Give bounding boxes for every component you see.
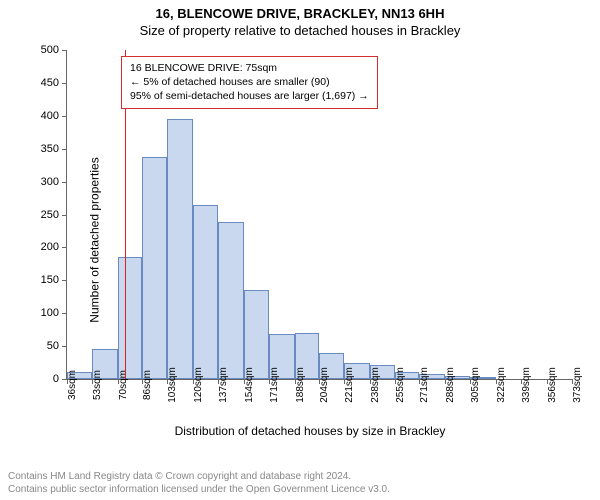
ytick-label: 250: [41, 209, 59, 221]
histogram-bar: [193, 205, 218, 379]
ytick-label: 0: [53, 373, 59, 385]
histogram-bar: [218, 222, 243, 379]
xtick-label: 86sqm: [142, 370, 153, 400]
xtick-label: 36sqm: [67, 370, 78, 400]
xtick-label: 204sqm: [319, 367, 330, 403]
ytick-label: 200: [41, 241, 59, 253]
page-title-line1: 16, BLENCOWE DRIVE, BRACKLEY, NN13 6HH: [0, 6, 600, 21]
ytick-mark: [62, 50, 67, 51]
ytick-mark: [62, 182, 67, 183]
xtick-label: 373sqm: [572, 367, 583, 403]
xtick-label: 322sqm: [496, 367, 507, 403]
histogram-bar: [118, 257, 142, 379]
ytick-mark: [62, 346, 67, 347]
plot-area: 16 BLENCOWE DRIVE: 75sqm ← 5% of detache…: [66, 50, 572, 380]
xtick-label: 356sqm: [547, 367, 558, 403]
annotation-line2: ← 5% of detached houses are smaller (90): [130, 75, 369, 89]
ytick-mark: [62, 280, 67, 281]
annotation-box: 16 BLENCOWE DRIVE: 75sqm ← 5% of detache…: [121, 56, 378, 109]
ytick-mark: [62, 83, 67, 84]
footer: Contains HM Land Registry data © Crown c…: [8, 471, 390, 496]
xtick-label: 188sqm: [295, 367, 306, 403]
histogram-bar: [167, 119, 192, 379]
ytick-mark: [62, 313, 67, 314]
xtick-label: 70sqm: [118, 370, 129, 400]
x-axis-caption: Distribution of detached houses by size …: [40, 424, 580, 438]
annotation-line1: 16 BLENCOWE DRIVE: 75sqm: [130, 61, 369, 75]
histogram-bar: [244, 290, 269, 379]
xtick-label: 288sqm: [445, 367, 456, 403]
ytick-label: 350: [41, 143, 59, 155]
ytick-label: 50: [47, 340, 59, 352]
chart-container: Number of detached properties 16 BLENCOW…: [40, 46, 580, 434]
ytick-label: 500: [41, 44, 59, 56]
xtick-label: 103sqm: [167, 367, 178, 403]
ytick-label: 400: [41, 110, 59, 122]
ytick-label: 100: [41, 307, 59, 319]
page-title-line2: Size of property relative to detached ho…: [0, 23, 600, 38]
xtick-label: 120sqm: [193, 367, 204, 403]
histogram-bar: [142, 157, 167, 379]
ytick-mark: [62, 215, 67, 216]
annotation-line3: 95% of semi-detached houses are larger (…: [130, 89, 369, 103]
ytick-mark: [62, 116, 67, 117]
xtick-label: 255sqm: [395, 367, 406, 403]
xtick-label: 53sqm: [92, 370, 103, 400]
xtick-label: 271sqm: [419, 367, 430, 403]
xtick-label: 221sqm: [344, 367, 355, 403]
ytick-mark: [62, 149, 67, 150]
xtick-label: 171sqm: [269, 367, 280, 403]
xtick-label: 238sqm: [370, 367, 381, 403]
xtick-label: 305sqm: [470, 367, 481, 403]
ytick-label: 300: [41, 176, 59, 188]
title-block: 16, BLENCOWE DRIVE, BRACKLEY, NN13 6HH S…: [0, 0, 600, 38]
footer-line2: Contains public sector information licen…: [8, 484, 390, 497]
xtick-label: 137sqm: [218, 367, 229, 403]
footer-line1: Contains HM Land Registry data © Crown c…: [8, 471, 390, 484]
ytick-label: 150: [41, 274, 59, 286]
xtick-label: 339sqm: [521, 367, 532, 403]
ytick-mark: [62, 247, 67, 248]
ytick-label: 450: [41, 77, 59, 89]
xtick-label: 154sqm: [244, 367, 255, 403]
